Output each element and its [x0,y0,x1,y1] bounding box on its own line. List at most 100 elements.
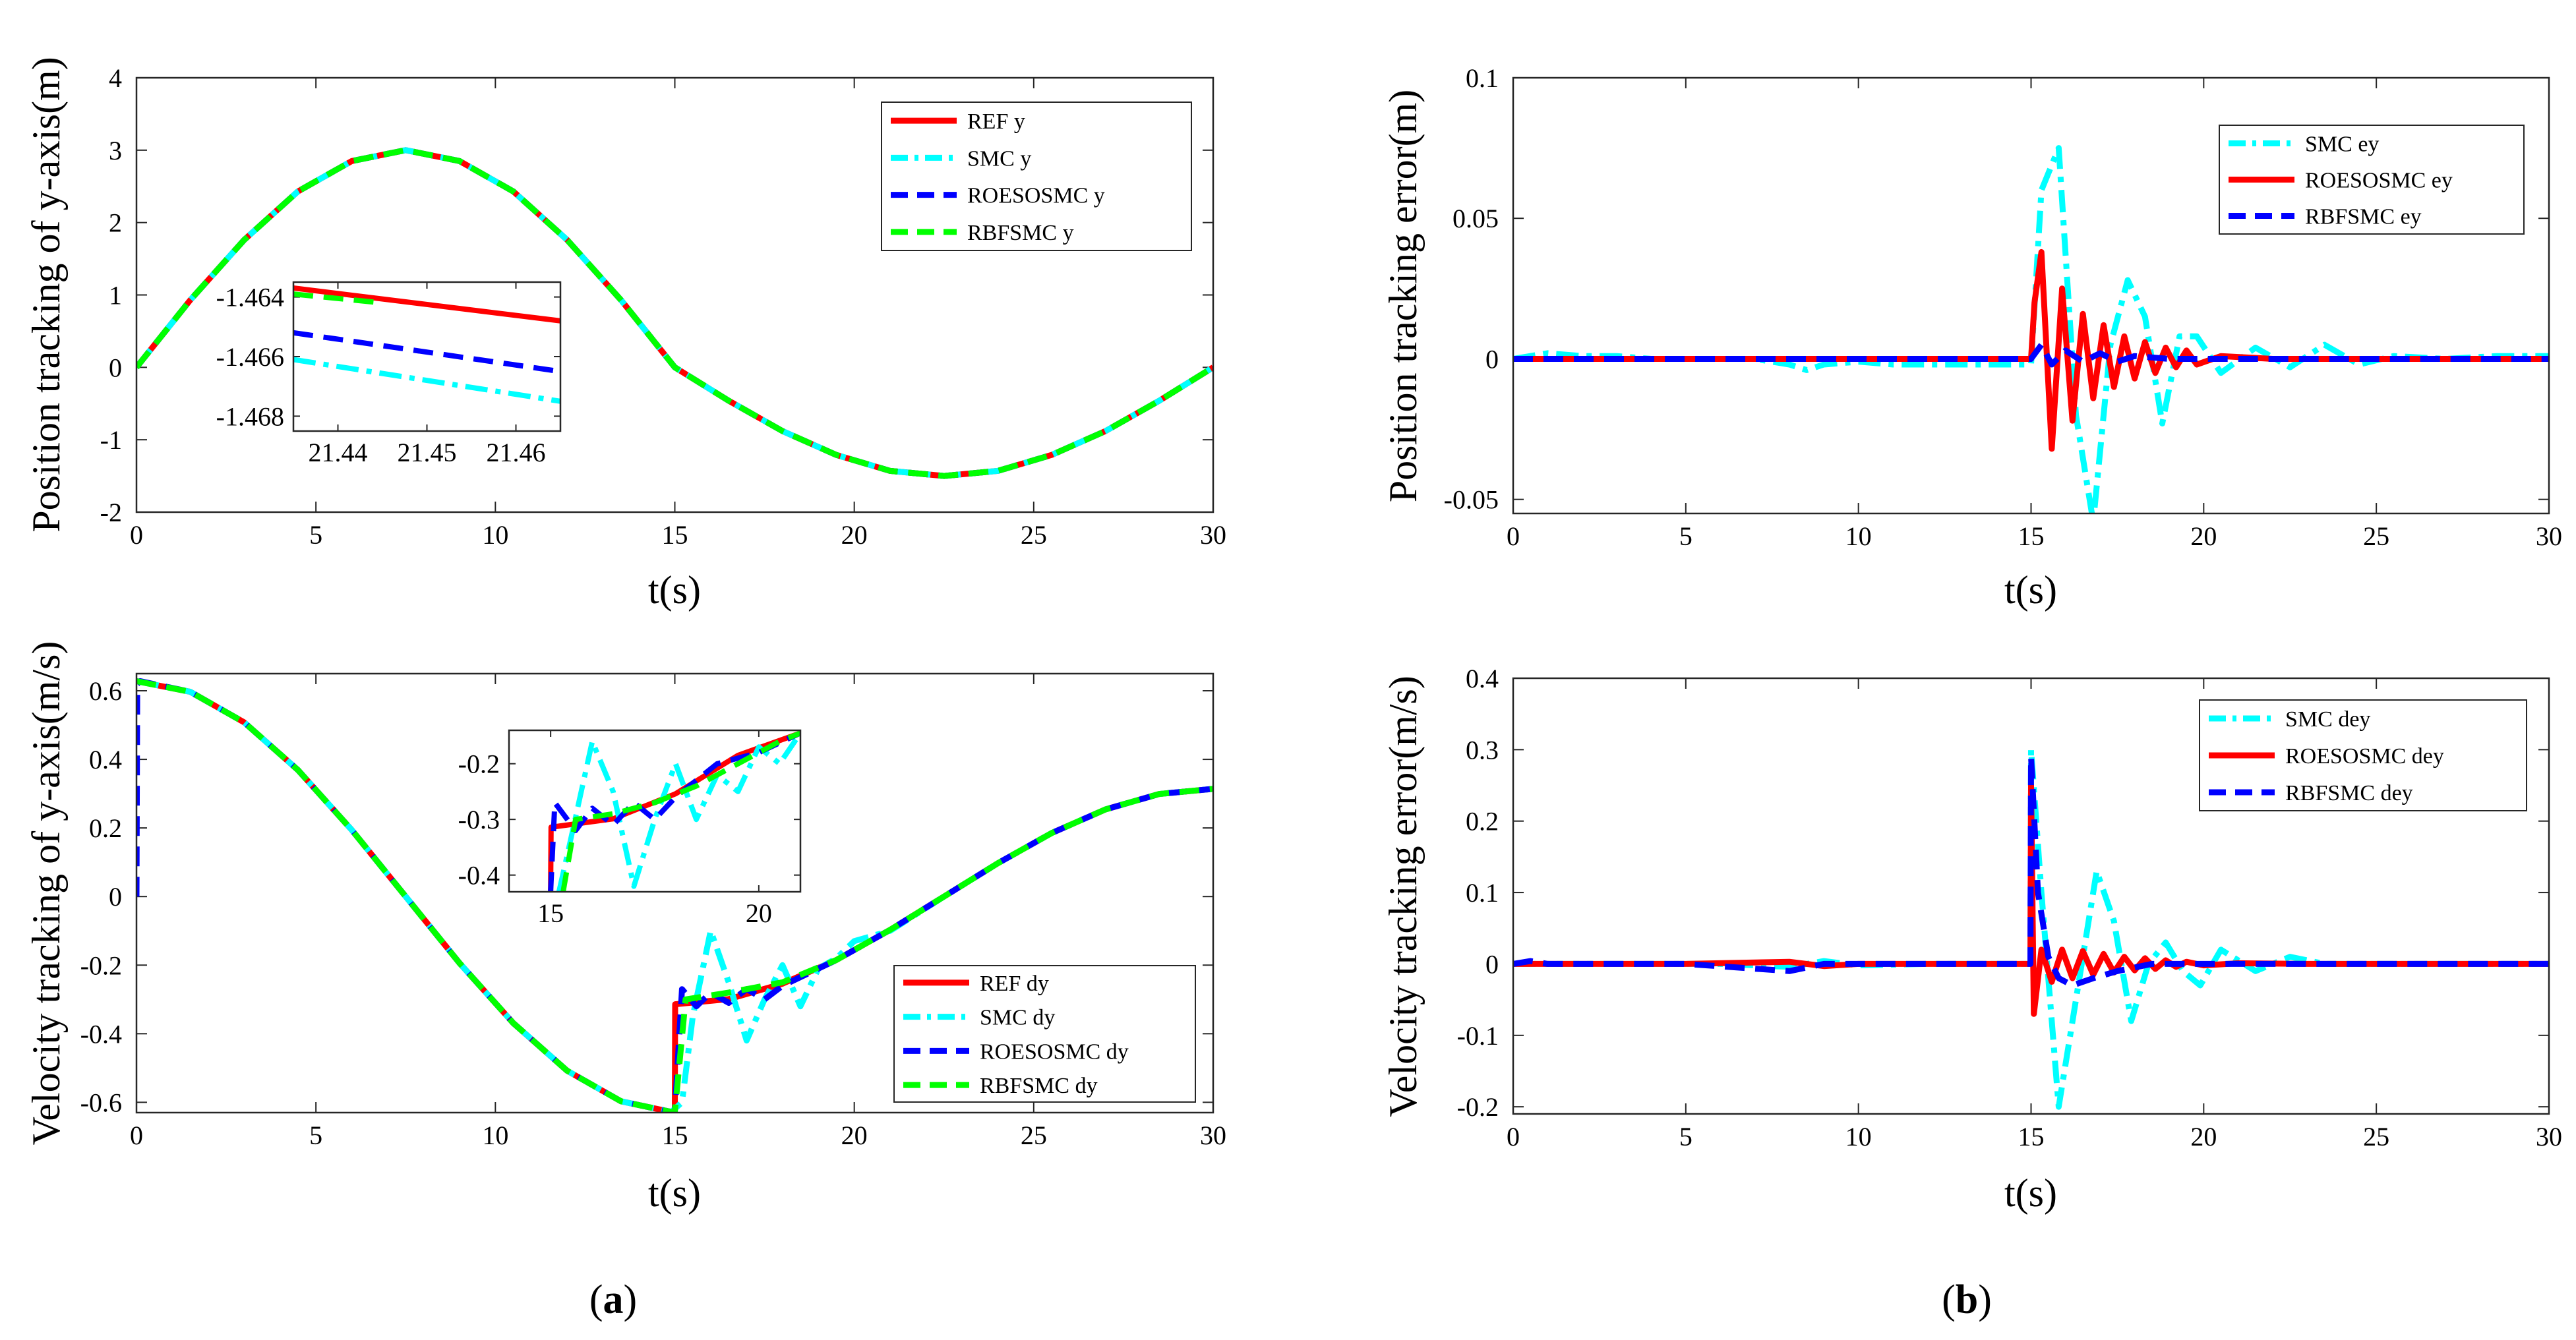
x-tick-label: 5 [309,520,322,550]
series-rbfsmc-y [293,291,383,306]
plot-velocity-error: 0 5 10 15 20 25 30 -0.2 -0.1 0 0.1 0.2 0.3 0.4 SMC dey… [1381,664,2562,1215]
y-tick-label: -1 [100,425,122,455]
legend-entry-label: SMC ey [2305,132,2379,157]
series-rbfsmc-dey [1513,753,2549,989]
panel-b-caption: (b) [1942,1277,1992,1322]
y-tick-label: -0.05 [1444,485,1499,515]
y-tick-label: 0.2 [89,813,122,843]
x-tick-label: 21.45 [398,438,457,467]
y-tick-label: 1 [109,281,122,310]
legend-entry-label: SMC dy [980,1006,1055,1030]
x-tick-label: 0 [130,1121,143,1150]
x-tick-label: 10 [482,1121,508,1150]
x-axis-label: t(s) [2004,568,2057,612]
legend-entry-label: RBFSMC dey [2285,781,2413,805]
x-tick-label: 15 [662,1121,688,1150]
y-tick-label: -0.3 [458,805,500,834]
series-rbfsmc-y [136,147,1213,479]
legend-box [881,102,1192,251]
panel-a-caption: (a) [589,1277,637,1322]
x-tick-label: 20 [841,520,868,550]
axes-frame [135,672,1214,1114]
x-tick-label: 15 [662,520,688,550]
x-tick-label: 15 [2018,521,2045,551]
y-tick-label: 0 [1485,344,1499,374]
y-tick-label: -1.468 [216,401,284,431]
y-tick-label: -0.2 [80,950,122,980]
series-ref-dy [548,730,800,892]
x-tick-label: 5 [309,1121,322,1150]
panel-b-label: b [1956,1277,1978,1322]
series-ref-y [293,285,560,324]
x-axis-label: t(s) [648,568,701,612]
x-tick-label: 0 [130,520,143,550]
x-tick-label: 15 [537,898,564,928]
plot-velocity-tracking: 0 5 10 15 20 25 30 -0.6 -0.4 -0.2 0 0.2 0.4 0.6 REF dy… [24,641,1226,1215]
y-tick-label: 3 [109,136,122,165]
series-smc-dy [136,678,1213,1113]
inset-frame [508,729,802,893]
x-tick-label: 20 [746,898,772,928]
panel-a-open-paren: ( [589,1277,603,1322]
x-tick-label: 10 [482,520,508,550]
x-tick-label: 20 [2190,521,2217,551]
panel-a-label: a [603,1277,624,1322]
x-tick-label: 30 [1200,1121,1226,1150]
x-tick-label: 0 [1507,521,1520,551]
y-tick-label: -1.466 [216,342,284,372]
x-tick-label: 0 [1507,1122,1520,1151]
y-tick-label: 0.4 [1466,664,1499,693]
y-tick-label: 0.05 [1453,204,1499,233]
axes-frame [1512,76,2550,515]
series-roesosmc-dy [548,730,800,892]
panel-b-open-paren: ( [1942,1277,1956,1322]
y-axis-label: Velocity tracking of y-axis(m/s) [24,641,68,1146]
y-tick-label: 0.6 [89,676,122,706]
y-tick-label: 0 [109,882,122,912]
inset-zoom: 15 20 -0.4 -0.3 -0.2 [458,729,802,928]
legend-entry-label: REF y [967,109,1025,134]
x-tick-label: 5 [1679,1122,1692,1151]
legend-entry-label: ROESOSMC ey [2305,169,2453,193]
series-rbfsmc-dy [560,730,800,892]
series-rbfsmc-ey [1513,341,2549,368]
x-tick-label: 21.44 [309,438,368,467]
y-tick-label: 0 [1485,949,1499,979]
y-tick-label: -0.6 [80,1088,122,1117]
x-tick-label: 21.46 [487,438,546,467]
legend-entry-label: RBFSMC y [967,221,1074,245]
y-axis-label: Velocity tracking error(m/s) [1381,676,1425,1117]
y-tick-label: -0.2 [1457,1092,1499,1122]
axes-frame [1512,677,2550,1115]
legend-entry-label: SMC dey [2285,707,2370,732]
panel-a-close-paren: ) [624,1277,638,1322]
legend-entry-label: RBFSMC dy [980,1074,1098,1098]
y-tick-label: 0.2 [1466,807,1499,836]
plot-position-error: 0 5 10 15 20 25 30 -0.05 0 0.05 0.1 SMC ey ROESOSMC … [1381,63,2562,612]
series-smc-dy [556,731,800,892]
x-tick-label: 5 [1679,521,1692,551]
legend-entry-label: ROESOSMC dey [2285,744,2444,769]
y-tick-label: 0 [109,353,122,382]
x-tick-label: 15 [2018,1122,2045,1151]
y-tick-label: -1.464 [216,283,284,312]
y-axis-label: Position tracking of y-axis(m) [24,57,68,533]
plot-position-tracking: 0 5 10 15 20 25 30 -2 -1 0 1 2 3 4 REF y SMC y ROESOSMC … [24,57,1226,612]
y-tick-label: 2 [109,208,122,238]
legend-entry-label: ROESOSMC dy [980,1039,1129,1064]
series-roesosmc-y [293,330,560,374]
legend-entry-label: SMC y [967,146,1031,171]
legend-entry-label: ROESOSMC y [967,184,1105,208]
inset-frame [292,281,562,432]
y-tick-label: -0.1 [1457,1021,1499,1051]
y-tick-label: 0.1 [1466,878,1499,908]
y-tick-label: 0.3 [1466,735,1499,765]
x-tick-label: 30 [2536,521,2562,551]
x-axis-label: t(s) [2004,1171,2057,1215]
y-tick-label: -0.2 [458,749,500,779]
x-tick-label: 25 [1021,520,1047,550]
x-tick-label: 25 [1021,1121,1047,1150]
x-axis-label: t(s) [648,1171,701,1215]
x-tick-label: 10 [1845,521,1872,551]
